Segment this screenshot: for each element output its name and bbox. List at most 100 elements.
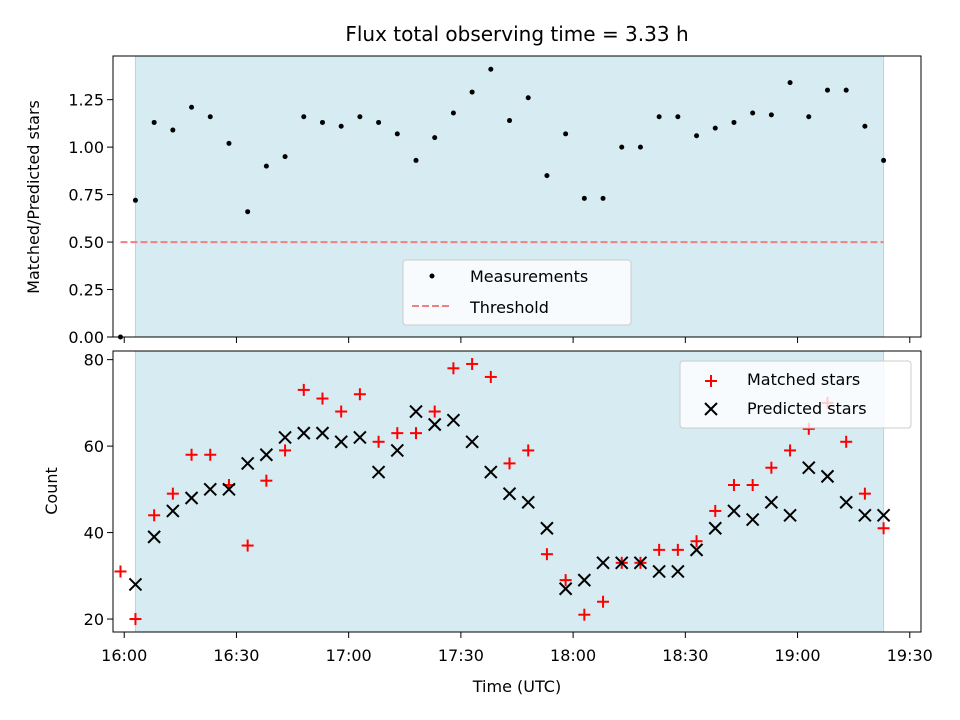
predicted-x-b xyxy=(465,435,479,449)
count-y-axis-label: Count xyxy=(42,467,61,515)
matched-stars-point xyxy=(484,370,497,383)
measurement-point xyxy=(170,127,176,133)
count-x-tick-label: 18:30 xyxy=(662,646,708,665)
predicted-x-b xyxy=(596,556,610,570)
count-panel: 20 40 60 80 16:00 16:30 17:00 17:30 18:00 18:30 19… xyxy=(42,350,933,696)
legend-predicted-marker xyxy=(704,402,718,416)
measurement-point xyxy=(731,119,737,125)
matched-stars-point xyxy=(316,392,329,405)
count-y-tick-label: 60 xyxy=(84,437,104,456)
count-x-tick-label: 19:00 xyxy=(775,646,821,665)
count-x-tick-label: 18:00 xyxy=(550,646,596,665)
matched-stars-point xyxy=(840,435,853,448)
predicted-stars-point xyxy=(502,486,517,501)
matched-stars-point xyxy=(148,509,161,522)
predicted-stars-point xyxy=(521,495,535,510)
measurement-point xyxy=(263,163,269,169)
measurement-point xyxy=(544,173,550,179)
measurement-point xyxy=(469,89,475,95)
matched-stars-point xyxy=(447,362,460,375)
ratio-plot-frame xyxy=(112,55,922,338)
measurement-point xyxy=(432,135,438,141)
measurement-point xyxy=(226,140,232,146)
predicted-stars-point xyxy=(764,495,779,510)
predicted-x-b xyxy=(858,508,872,522)
predicted-x-b xyxy=(615,556,629,570)
measurement-point xyxy=(525,95,531,101)
legend-matched-label: Matched stars xyxy=(747,370,860,389)
measurement-point xyxy=(787,80,793,86)
predicted-stars-point xyxy=(876,508,891,522)
measurement-point xyxy=(282,154,288,160)
predicted-stars-point xyxy=(802,461,816,475)
measurement-point xyxy=(675,114,681,120)
matched-stars-point xyxy=(858,487,871,500)
predicted-x-b xyxy=(147,530,161,544)
predicted-stars-point xyxy=(671,564,685,579)
matched-stars-point xyxy=(114,565,127,578)
predicted-x-b xyxy=(521,495,535,510)
legend-predicted-label: Predicted stars xyxy=(747,399,867,418)
predicted-stars-point xyxy=(353,430,367,445)
predicted-x-b xyxy=(820,469,835,484)
predicted-stars-point xyxy=(820,469,835,484)
matched-stars-point xyxy=(559,574,572,587)
ratio-y-tick-label: 1.00 xyxy=(68,138,104,157)
predicted-x-b xyxy=(353,430,367,445)
measurement-point xyxy=(507,118,513,124)
matched-stars-point xyxy=(877,522,890,535)
predicted-stars-point xyxy=(390,443,405,458)
predicted-stars-point xyxy=(540,521,554,535)
measurement-point xyxy=(319,119,325,125)
predicted-stars-point xyxy=(297,426,311,440)
measurement-point xyxy=(413,157,419,163)
matched-stars-point xyxy=(727,479,740,492)
matched-stars-point xyxy=(166,487,179,500)
count-legend: Matched stars Predicted stars xyxy=(679,360,912,429)
predicted-stars-point xyxy=(577,573,592,587)
measurement-point xyxy=(357,114,363,120)
predicted-x-b xyxy=(409,404,423,419)
matched-stars-point xyxy=(503,457,516,470)
predicted-x-b xyxy=(371,465,386,479)
predicted-x-b xyxy=(297,426,311,440)
predicted-x-b xyxy=(540,521,554,535)
count-x-tick-label: 17:00 xyxy=(326,646,372,665)
predicted-stars-point xyxy=(745,512,760,527)
predicted-x-b xyxy=(764,495,779,510)
legend-matched-marker xyxy=(705,375,717,387)
predicted-x-b xyxy=(783,508,797,522)
predicted-stars-point xyxy=(278,430,292,445)
matched-stars-point xyxy=(297,383,310,396)
legend-threshold-label: Threshold xyxy=(469,298,549,317)
predicted-x-b xyxy=(390,443,405,458)
measurement-point xyxy=(862,123,868,129)
matched-stars-point xyxy=(372,435,385,448)
predicted-x-b xyxy=(708,521,722,535)
predicted-x-b xyxy=(446,413,461,427)
matched-stars-point xyxy=(466,357,479,370)
ratio-y-tick-label: 0.00 xyxy=(68,328,104,347)
measurement-point xyxy=(806,114,812,120)
measurement-point xyxy=(750,110,756,116)
matched-stars-point xyxy=(522,444,535,457)
legend-measurements-marker xyxy=(429,273,435,279)
predicted-stars-point xyxy=(596,556,610,570)
matched-stars-point xyxy=(279,444,292,457)
predicted-stars-point xyxy=(222,482,236,497)
ratio-legend: Measurements Threshold xyxy=(402,259,632,326)
matched-stars-point xyxy=(690,535,703,548)
predicted-x-b xyxy=(876,508,891,522)
measurement-point xyxy=(637,144,643,150)
predicted-stars-point xyxy=(203,482,217,497)
predicted-stars-point xyxy=(259,448,274,462)
measurement-point xyxy=(768,112,774,118)
predicted-stars-point xyxy=(409,404,423,419)
predicted-x-b xyxy=(334,435,348,449)
predicted-stars-point xyxy=(184,491,199,505)
measurement-point xyxy=(151,119,157,125)
predicted-x-b xyxy=(259,448,274,462)
predicted-stars-point xyxy=(446,413,461,427)
predicted-stars-point xyxy=(652,564,666,579)
matched-stars-point xyxy=(335,405,348,418)
